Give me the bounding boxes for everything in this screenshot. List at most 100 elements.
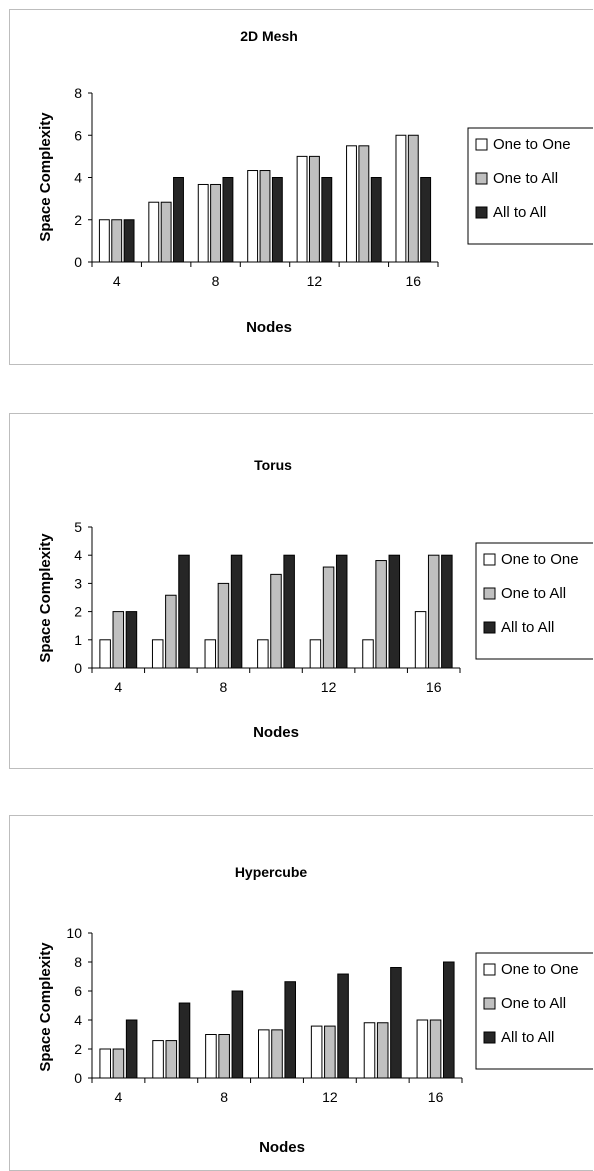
bar <box>322 566 335 669</box>
legend-label: One to One <box>501 961 579 978</box>
bar <box>205 1034 217 1079</box>
legend-box <box>475 542 593 660</box>
bar <box>308 155 320 263</box>
bar <box>210 183 222 263</box>
x-tick-label: 8 <box>220 1089 228 1105</box>
bar <box>218 1034 230 1079</box>
y-tick-label: 10 <box>66 925 82 941</box>
legend-label: One to One <box>493 136 571 153</box>
bar <box>284 981 296 1079</box>
bar <box>173 177 184 263</box>
bar <box>123 219 135 263</box>
x-tick-label: 16 <box>426 679 442 695</box>
bar <box>362 639 374 669</box>
bar <box>257 639 269 669</box>
bar <box>416 1019 429 1079</box>
plot-area: 0 2 4 6 8 10 4 8 12 16 <box>66 925 463 1105</box>
chart-panel-hypercube: Hypercube 0 2 4 6 8 10 4 8 12 16 Nodes Space Comp… <box>9 815 593 1171</box>
legend-label: All to All <box>493 204 546 221</box>
y-axis-title: Space Complexity <box>37 112 54 242</box>
bar <box>321 177 333 263</box>
bar <box>259 170 271 263</box>
bar <box>346 145 357 263</box>
x-tick-label: 8 <box>220 679 228 695</box>
legend-label: One to All <box>501 995 566 1012</box>
bar <box>230 554 243 669</box>
bar <box>363 1022 376 1079</box>
bar <box>125 1019 138 1079</box>
plot-area: 0 2 4 6 8 4 8 12 16 <box>74 85 439 289</box>
legend-label: One to All <box>493 170 558 187</box>
y-tick-label: 5 <box>74 519 82 535</box>
bar <box>112 1048 125 1079</box>
bar <box>197 183 209 263</box>
y-axis-title: Space Complexity <box>37 942 54 1072</box>
y-tick-label: 6 <box>74 983 82 999</box>
y-tick-label: 2 <box>74 212 82 228</box>
chart-panel-torus: Torus 0 1 2 3 4 5 4 8 12 16 Nodes Space Complexit… <box>9 413 593 769</box>
bar <box>152 1040 164 1079</box>
bar <box>324 1025 336 1079</box>
y-tick-label: 4 <box>74 1012 82 1028</box>
bar <box>99 639 111 669</box>
bar <box>427 554 440 669</box>
y-tick-label: 2 <box>74 604 82 620</box>
bar <box>370 177 382 263</box>
y-tick-label: 0 <box>74 1070 82 1086</box>
legend-swatch <box>475 206 488 219</box>
legend-swatch <box>475 172 488 185</box>
bar <box>283 554 295 669</box>
bar <box>296 155 308 263</box>
legend-label: One to All <box>501 585 566 602</box>
bar <box>258 1029 270 1079</box>
x-tick-label: 12 <box>322 1089 338 1105</box>
bar <box>375 560 387 669</box>
bar <box>247 170 259 263</box>
legend-swatch <box>483 621 496 634</box>
legend: One to One One to All All to All <box>467 127 593 245</box>
bar <box>98 219 110 263</box>
bar <box>148 201 160 263</box>
x-tick-label: 4 <box>114 679 122 695</box>
bar <box>443 961 455 1079</box>
chart-title: Hypercube <box>235 864 308 880</box>
bar <box>395 134 407 263</box>
bar <box>125 611 138 669</box>
bar <box>165 594 177 669</box>
legend-box <box>467 127 593 245</box>
y-axis-title: Space Complexity <box>37 533 54 663</box>
legend-swatch <box>483 963 496 976</box>
chart-svg: 2D Mesh 0 2 4 6 8 4 8 12 16 Nodes Space Complexi… <box>37 28 593 336</box>
bar <box>309 639 322 669</box>
y-tick-label: 6 <box>74 127 82 143</box>
y-tick-label: 3 <box>74 575 82 591</box>
chart-panel-2d-mesh: 2D Mesh 0 2 4 6 8 4 8 12 16 Nodes Space Complexi… <box>9 9 593 365</box>
x-tick-label: 16 <box>428 1089 444 1105</box>
bar <box>429 1019 442 1079</box>
chart-title: 2D Mesh <box>240 28 298 44</box>
y-tick-label: 2 <box>74 1041 82 1057</box>
bar <box>271 177 283 263</box>
bar <box>112 611 125 669</box>
legend-swatch <box>483 553 496 566</box>
bar <box>222 177 234 263</box>
legend-swatch <box>475 138 488 151</box>
legend: One to One One to All All to All <box>475 542 593 660</box>
y-tick-label: 8 <box>74 954 82 970</box>
legend-swatch <box>483 587 496 600</box>
bar <box>376 1022 389 1079</box>
bar <box>337 973 349 1079</box>
x-axis-title: Nodes <box>253 724 299 741</box>
y-tick-label: 8 <box>74 85 82 101</box>
x-tick-label: 16 <box>405 273 421 289</box>
y-tick-label: 4 <box>74 547 82 563</box>
legend-label: One to One <box>501 551 579 568</box>
bar <box>271 1029 283 1079</box>
bar <box>358 145 370 263</box>
bar <box>231 990 244 1079</box>
y-tick-label: 4 <box>74 170 82 186</box>
x-tick-label: 8 <box>212 273 220 289</box>
x-tick-label: 4 <box>113 273 121 289</box>
